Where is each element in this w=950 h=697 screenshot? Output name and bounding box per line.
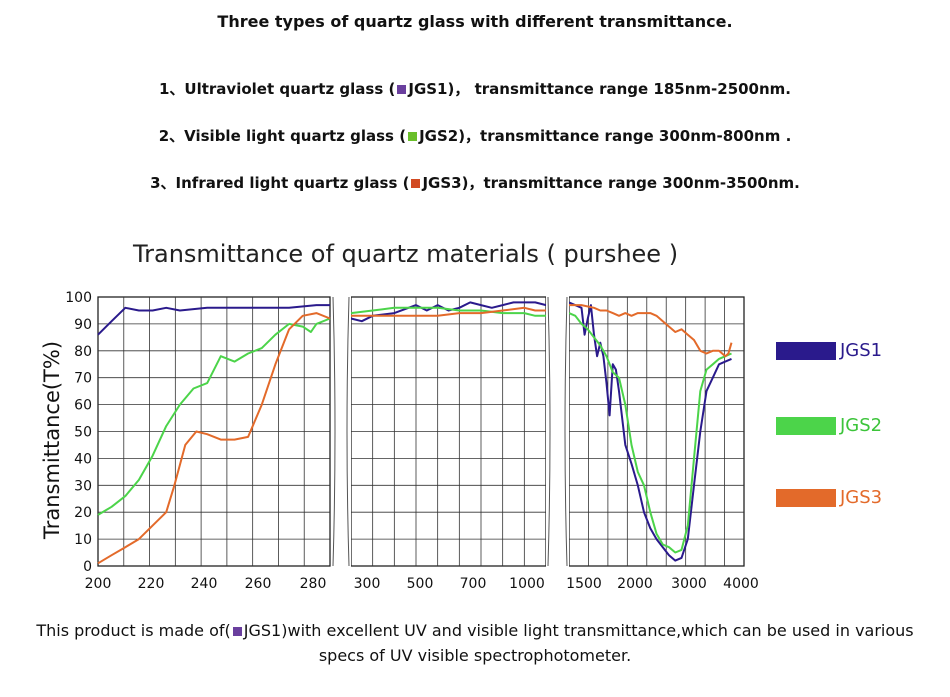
product-line-1-code: JGS1 — [408, 80, 448, 98]
axis-break-1-left-edge — [332, 296, 336, 567]
series-line-jgs2-panel-1 — [97, 317, 331, 516]
series-line-jgs3-panel-1 — [97, 312, 331, 565]
chart-title: Transmittance of quartz materials ( purs… — [133, 240, 679, 268]
x-tick-label: 260 — [245, 576, 272, 592]
product-line-3-suffix: )，transmittance range 300nm-3500nm. — [461, 174, 800, 192]
legend-swatch-jgs1 — [776, 342, 836, 360]
axis-break-2-left-edge — [547, 296, 551, 567]
axis-break-1-right-edge — [346, 296, 350, 567]
y-tick-label: 100 — [65, 290, 92, 306]
product-line-2-suffix: )，transmittance range 300nm-800nm . — [458, 127, 792, 145]
y-tick-label: 20 — [74, 505, 92, 521]
axis-break-2 — [546, 293, 569, 570]
legend-label-jgs3: JGS3 — [840, 487, 883, 508]
product-line-1-prefix: 1、Ultraviolet quartz glass ( — [158, 80, 396, 98]
product-line-1: 1、Ultraviolet quartz glass ( JGS1)， trans… — [0, 78, 950, 99]
x-tick-label: 280 — [300, 576, 327, 592]
series-line-jgs3-panel-3 — [569, 304, 733, 358]
y-tick-label: 50 — [74, 425, 92, 441]
jgs2-color-square — [408, 131, 418, 141]
x-tick-label: 4000 — [723, 576, 759, 592]
series-line-jgs1-panel-2 — [350, 301, 547, 323]
y-tick-label: 0 — [83, 559, 92, 575]
axis-break-1 — [331, 293, 351, 570]
x-tick-label: 240 — [191, 576, 218, 592]
y-tick-label: 70 — [74, 371, 92, 387]
footer-jgs1-color-square — [232, 626, 242, 636]
x-tick-label: 3000 — [671, 576, 707, 592]
y-tick-label: 40 — [74, 451, 92, 467]
footer-prefix: This product is made of( — [36, 621, 231, 640]
series-line-jgs1-panel-1 — [97, 304, 330, 336]
product-line-2: 2、Visible light quartz glass ( JGS2)，tran… — [0, 125, 950, 146]
product-line-3-code: JGS3 — [422, 174, 462, 192]
y-tick-label: 80 — [74, 344, 92, 360]
series-line-jgs2-panel-3 — [568, 312, 732, 554]
x-tick-label: 1000 — [509, 576, 545, 592]
legend-label-jgs1: JGS1 — [840, 340, 883, 361]
product-line-3-prefix: 3、Infrared light quartz glass ( — [150, 174, 410, 192]
x-tick-label: 200 — [85, 576, 112, 592]
y-tick-label: 10 — [74, 532, 92, 548]
x-tick-label: 500 — [407, 576, 434, 592]
x-tick-label: 2000 — [617, 576, 653, 592]
legend-swatch-jgs2 — [776, 417, 836, 435]
axis-break-2-right-edge — [564, 296, 568, 567]
y-tick-label: 60 — [74, 398, 92, 414]
series-line-jgs3-panel-2 — [351, 306, 546, 317]
legend-label-jgs2: JGS2 — [840, 415, 883, 436]
page-headline: Three types of quartz glass with differe… — [217, 12, 733, 31]
product-line-2-prefix: 2、Visible light quartz glass ( — [158, 127, 407, 145]
y-tick-label: 90 — [74, 317, 92, 333]
product-line-2-code: JGS2 — [419, 127, 459, 145]
product-line-3: 3、Infrared light quartz glass ( JGS3)，tra… — [0, 172, 950, 193]
x-tick-label: 220 — [138, 576, 165, 592]
x-tick-label: 1500 — [566, 576, 602, 592]
x-tick-label: 700 — [460, 576, 487, 592]
jgs1-color-square — [397, 84, 407, 94]
x-tick-label: 300 — [354, 576, 381, 592]
product-description: This product is made of( JGS1)with excell… — [20, 618, 930, 668]
product-line-1-suffix: )， transmittance range 185nm-2500nm. — [447, 80, 792, 98]
legend-swatch-jgs3 — [776, 489, 836, 507]
series-line-jgs2-panel-2 — [350, 306, 546, 317]
footer-code: JGS1 — [243, 621, 282, 640]
y-tick-label: 30 — [74, 478, 92, 494]
jgs3-color-square — [411, 178, 421, 188]
footer-suffix: )with excellent UV and visible light tra… — [281, 621, 914, 665]
